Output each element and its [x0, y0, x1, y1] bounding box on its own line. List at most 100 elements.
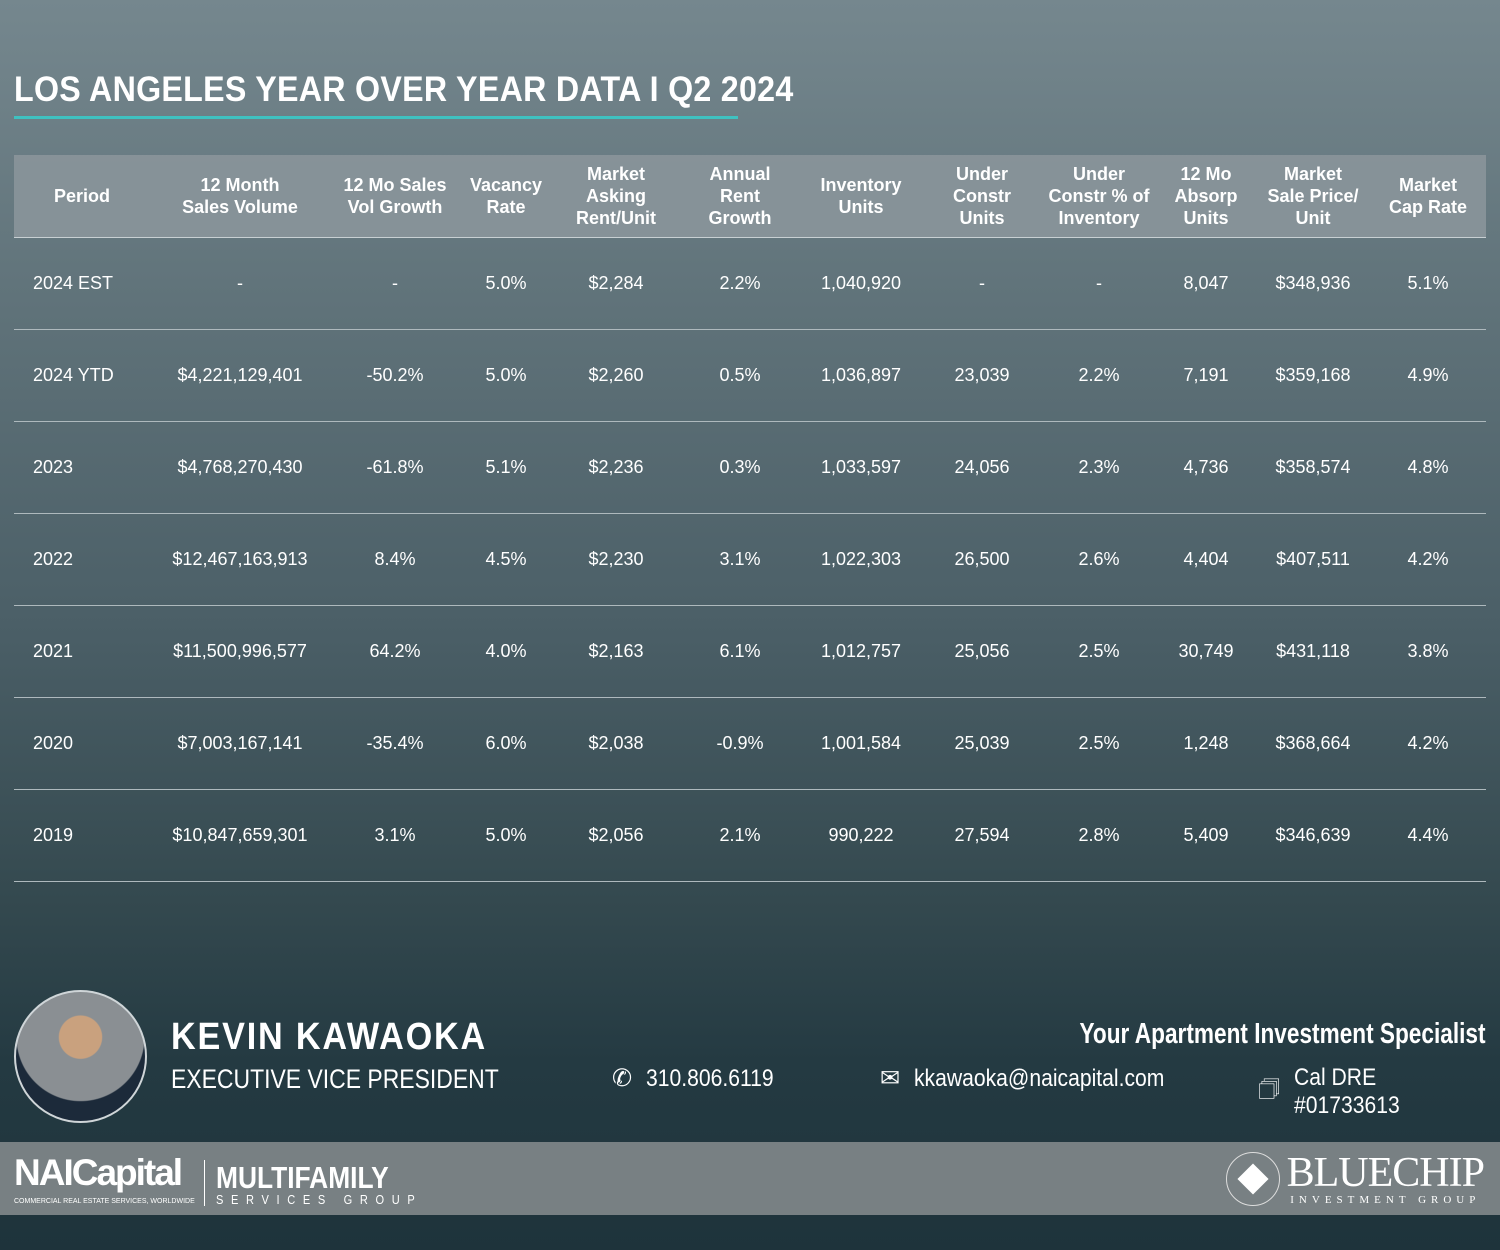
table-row: 2023 $4,768,270,430 -61.8% 5.1% $2,236 0.3% 1,… — [14, 421, 1486, 514]
table-cell: $407,511 — [1256, 513, 1370, 606]
header-line: Rent — [720, 185, 760, 206]
column-header: Inventory Units — [800, 155, 922, 238]
table-cell: 5.0% — [460, 329, 552, 422]
header-line: Rent/Unit — [576, 207, 656, 228]
table-cell: 1,040,920 — [800, 237, 922, 330]
table-cell: 4.2% — [1370, 513, 1486, 606]
table-cell: 2.1% — [680, 789, 800, 882]
table-cell: $12,467,163,913 — [150, 513, 330, 606]
table-row: 2022 $12,467,163,913 8.4% 4.5% $2,230 3.1% 1,0… — [14, 513, 1486, 606]
table-row: 2019 $10,847,659,301 3.1% 5.0% $2,056 2.1% 990… — [14, 789, 1486, 882]
table-cell: 1,248 — [1156, 697, 1256, 790]
table-row: 2020 $7,003,167,141 -35.4% 6.0% $2,038 -0.9% 1… — [14, 697, 1486, 790]
column-header: 12 Month Sales Volume — [150, 155, 330, 238]
bluechip-logo: BLUECHIP INVESTMENT GROUP — [1286, 1150, 1485, 1206]
column-header: Under Constr Units — [922, 155, 1042, 238]
table-cell: 4.8% — [1370, 421, 1486, 514]
table-cell: 4.4% — [1370, 789, 1486, 882]
table-cell: 5,409 — [1156, 789, 1256, 882]
nai-capital-logo: NAICapital COMMERCIAL REAL ESTATE SERVICE… — [14, 1152, 195, 1205]
column-header: Period — [14, 155, 150, 238]
header-line: Vol Growth — [347, 196, 443, 217]
table-cell: $2,230 — [552, 513, 680, 606]
table-cell: 3.8% — [1370, 605, 1486, 698]
table-cell: - — [330, 237, 460, 330]
header-line: Annual — [709, 163, 771, 184]
table-cell: $4,768,270,430 — [150, 421, 330, 514]
column-header: 12 Mo Absorp Units — [1156, 155, 1256, 238]
header-line: Inventory — [1058, 207, 1140, 228]
header-line: Under — [1072, 163, 1125, 184]
header-line: Asking — [585, 185, 646, 206]
header-line: Units — [838, 196, 884, 217]
table-cell: 4,736 — [1156, 421, 1256, 514]
table-cell: - — [1042, 237, 1156, 330]
table-cell: 8.4% — [330, 513, 460, 606]
table-cell: 2.5% — [1042, 605, 1156, 698]
table-cell: $2,038 — [552, 697, 680, 790]
table-cell: $346,639 — [1256, 789, 1370, 882]
table-cell: 2.2% — [1042, 329, 1156, 422]
email-contact[interactable]: ✉ kkawaoka@naicapital.com — [880, 1064, 1165, 1093]
header-line: 12 Mo — [1180, 163, 1232, 184]
table-cell: -35.4% — [330, 697, 460, 790]
header-line: Market — [1283, 163, 1343, 184]
agent-name: KEVIN KAWAOKA — [171, 1016, 488, 1058]
table-cell: $11,500,996,577 — [150, 605, 330, 698]
table-cell: 5.0% — [460, 789, 552, 882]
table-cell: 6.0% — [460, 697, 552, 790]
phone-icon: ✆ — [612, 1065, 633, 1092]
column-header: Market Cap Rate — [1370, 155, 1486, 238]
table-cell: - — [150, 237, 330, 330]
table-cell: 990,222 — [800, 789, 922, 882]
mail-icon: ✉ — [880, 1065, 901, 1092]
table-cell: 5.1% — [460, 421, 552, 514]
table-cell: 1,022,303 — [800, 513, 922, 606]
title-underline — [14, 116, 738, 119]
table-cell: 25,039 — [922, 697, 1042, 790]
table-cell: $431,118 — [1256, 605, 1370, 698]
column-header: Market Sale Price/Unit — [1256, 155, 1370, 238]
table-cell: $2,236 — [552, 421, 680, 514]
table-cell: 23,039 — [922, 329, 1042, 422]
table-cell: $10,847,659,301 — [150, 789, 330, 882]
column-header: Market Asking Rent/Unit — [552, 155, 680, 238]
table-cell: 6.1% — [680, 605, 800, 698]
header-line: 12 Mo Sales — [343, 174, 447, 195]
table-cell: $358,574 — [1256, 421, 1370, 514]
header-line: Units — [1183, 207, 1229, 228]
table-cell: 1,033,597 — [800, 421, 922, 514]
header-line: Unit — [1295, 207, 1331, 228]
header-line: Cap Rate — [1388, 196, 1468, 217]
header-line: Absorp — [1174, 185, 1238, 206]
table-cell: 2024 EST — [14, 237, 150, 330]
table-cell: $2,056 — [552, 789, 680, 882]
table-cell: $2,284 — [552, 237, 680, 330]
table-cell: 2.2% — [680, 237, 800, 330]
header-line: Period — [53, 185, 110, 206]
table-cell: 1,012,757 — [800, 605, 922, 698]
table-cell: $348,936 — [1256, 237, 1370, 330]
table-cell: 2020 — [14, 697, 150, 790]
table-cell: 0.5% — [680, 329, 800, 422]
table-cell: 5.0% — [460, 237, 552, 330]
column-header: 12 Mo Sales Vol Growth — [330, 155, 460, 238]
logo-divider — [204, 1160, 205, 1206]
table-cell: -61.8% — [330, 421, 460, 514]
table-cell: 2021 — [14, 605, 150, 698]
header-line: Sale Price/ — [1267, 185, 1359, 206]
table-cell: 3.1% — [680, 513, 800, 606]
table-cell: 0.3% — [680, 421, 800, 514]
header-line: Constr — [953, 185, 1011, 206]
header-line: Market — [1398, 174, 1458, 195]
table-cell: $4,221,129,401 — [150, 329, 330, 422]
table-cell: 2023 — [14, 421, 150, 514]
table-cell: -50.2% — [330, 329, 460, 422]
table-cell: 27,594 — [922, 789, 1042, 882]
table-row: 2021 $11,500,996,577 64.2% 4.0% $2,163 6.1% 1,… — [14, 605, 1486, 698]
table-cell: 7,191 — [1156, 329, 1256, 422]
multifamily-logo: MULTIFAMILY SERVICES GROUP — [216, 1160, 423, 1207]
header-line: Under — [955, 163, 1008, 184]
header-line: 12 Month — [200, 174, 280, 195]
header-line: Inventory — [820, 174, 902, 195]
